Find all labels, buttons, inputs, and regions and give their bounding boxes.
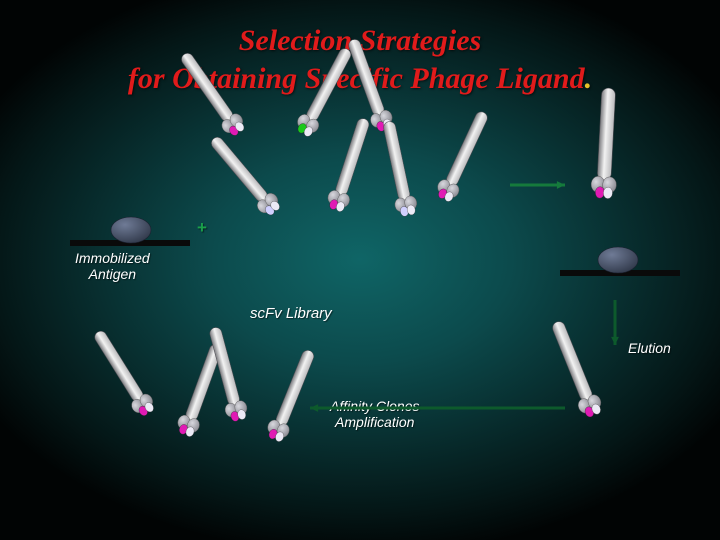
arrow-elution xyxy=(611,300,619,345)
phage-3 xyxy=(205,132,284,220)
phage-7 xyxy=(590,87,621,199)
phage-0 xyxy=(175,48,248,139)
phage-12 xyxy=(264,347,320,444)
phage-6 xyxy=(433,108,494,204)
arrow-to-binding xyxy=(510,181,565,189)
phage-5 xyxy=(378,119,419,217)
slide-root: Selection Strategiesfor Obtaining Specif… xyxy=(0,0,720,540)
arrow-amplify xyxy=(310,404,565,412)
phage-9 xyxy=(88,326,158,419)
phage-2 xyxy=(342,36,396,134)
phage-8 xyxy=(546,318,605,420)
phage-4 xyxy=(325,116,376,214)
phage-1 xyxy=(293,44,357,139)
antigen-right xyxy=(598,247,638,273)
antigen-left xyxy=(111,217,151,243)
diagram-canvas xyxy=(0,0,720,540)
